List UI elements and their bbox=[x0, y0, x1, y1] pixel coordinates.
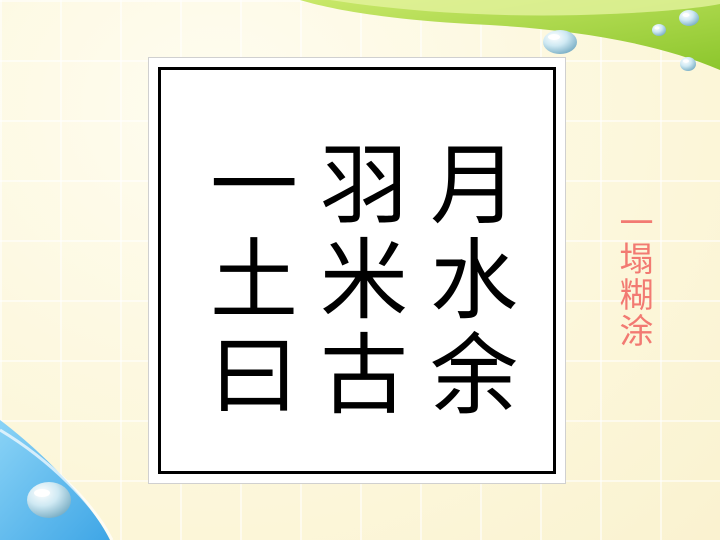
green-band bbox=[300, 0, 720, 70]
water-drop-icon bbox=[680, 57, 696, 71]
blue-corner-edge bbox=[0, 428, 114, 540]
water-drop-icon bbox=[543, 30, 577, 54]
grid-char: 一 bbox=[209, 134, 298, 237]
grid-char: 土 bbox=[209, 229, 298, 332]
water-drop-icon bbox=[652, 24, 666, 36]
water-drop-icon bbox=[679, 10, 699, 26]
grid-char: 米 bbox=[319, 229, 408, 332]
blue-corner bbox=[0, 420, 110, 540]
green-band-highlight bbox=[330, 0, 720, 16]
grid-char: 古 bbox=[319, 324, 408, 427]
grid-char: 水 bbox=[429, 229, 518, 332]
grid-char: 曰 bbox=[209, 324, 298, 427]
grid-char: 余 bbox=[429, 324, 518, 427]
answer-caption: 一塌糊涂 bbox=[613, 205, 653, 349]
character-grid: 一 羽 月 土 米 水 曰 古 余 bbox=[199, 134, 529, 423]
grid-char: 月 bbox=[429, 134, 518, 237]
puzzle-card: 一 羽 月 土 米 水 曰 古 余 bbox=[148, 57, 566, 484]
grid-char: 羽 bbox=[319, 134, 408, 237]
water-drop-icon bbox=[27, 482, 71, 518]
puzzle-border bbox=[158, 67, 556, 474]
